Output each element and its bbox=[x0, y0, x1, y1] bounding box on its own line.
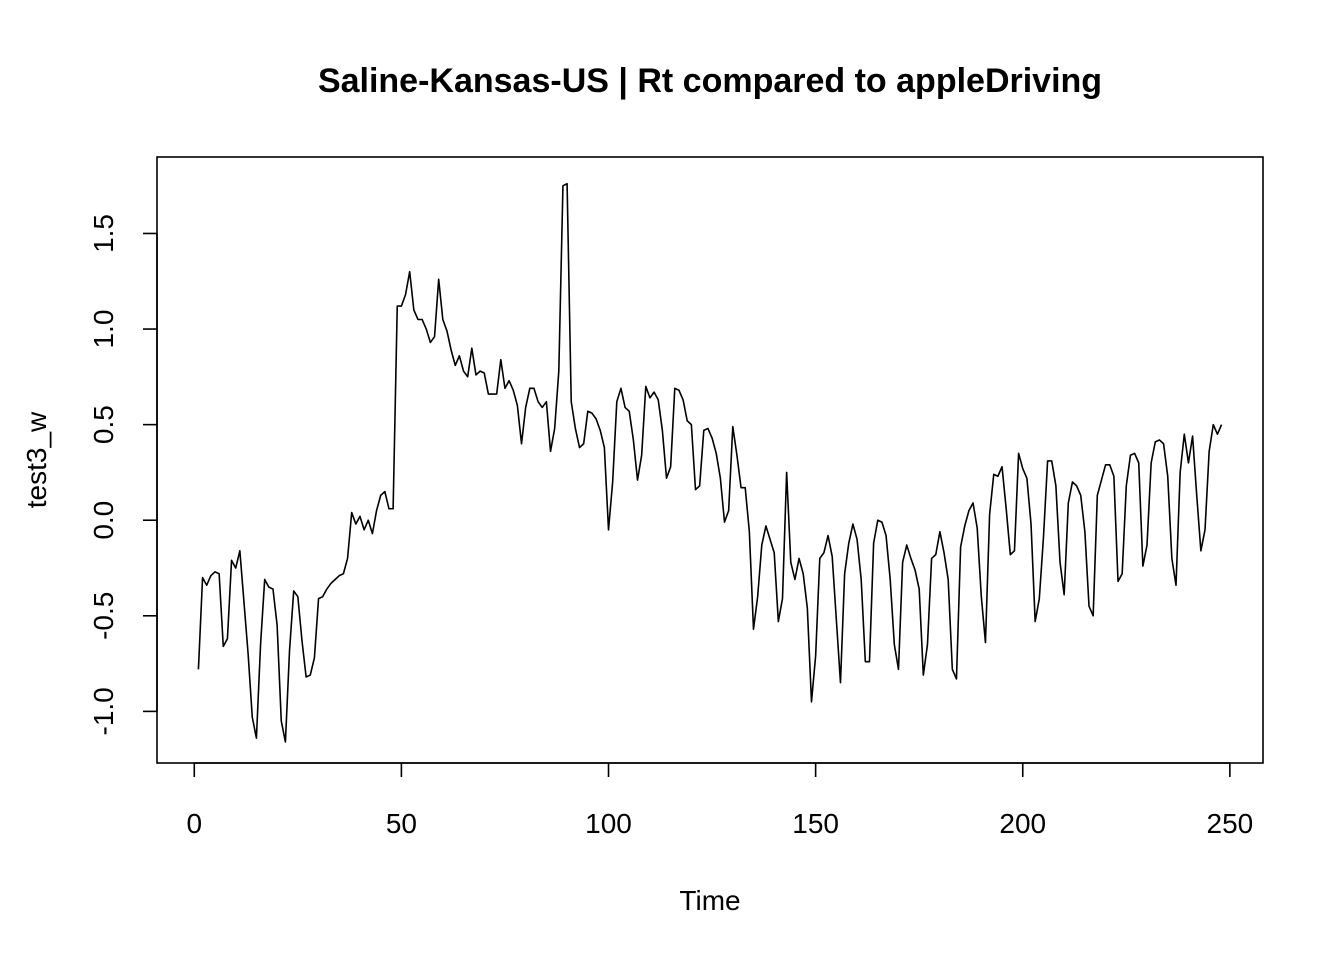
x-tick-label: 200 bbox=[999, 808, 1046, 839]
x-tick-label: 150 bbox=[792, 808, 839, 839]
y-axis-label: test3_w bbox=[21, 411, 52, 508]
x-axis: 0 50 100 150 200 250 bbox=[186, 762, 1254, 839]
y-tick-label: 0.0 bbox=[88, 501, 119, 540]
x-tick-label: 100 bbox=[585, 808, 632, 839]
y-axis: -1.0 -0.5 0.0 0.5 1.0 1.5 bbox=[88, 214, 158, 736]
y-tick-label: 1.5 bbox=[88, 214, 119, 253]
y-tick-label: -1.0 bbox=[88, 687, 119, 735]
y-tick-label: 1.0 bbox=[88, 310, 119, 349]
x-tick-label: 0 bbox=[186, 808, 202, 839]
series-line bbox=[197, 182, 1223, 743]
chart-title: Saline-Kansas-US | Rt compared to appleD… bbox=[318, 62, 1102, 100]
x-tick-label: 250 bbox=[1207, 808, 1254, 839]
x-axis-label: Time bbox=[679, 885, 740, 916]
y-tick-label: -0.5 bbox=[88, 592, 119, 640]
plot-frame bbox=[156, 156, 1264, 764]
y-tick-label: 0.5 bbox=[88, 405, 119, 444]
x-tick-label: 50 bbox=[386, 808, 417, 839]
